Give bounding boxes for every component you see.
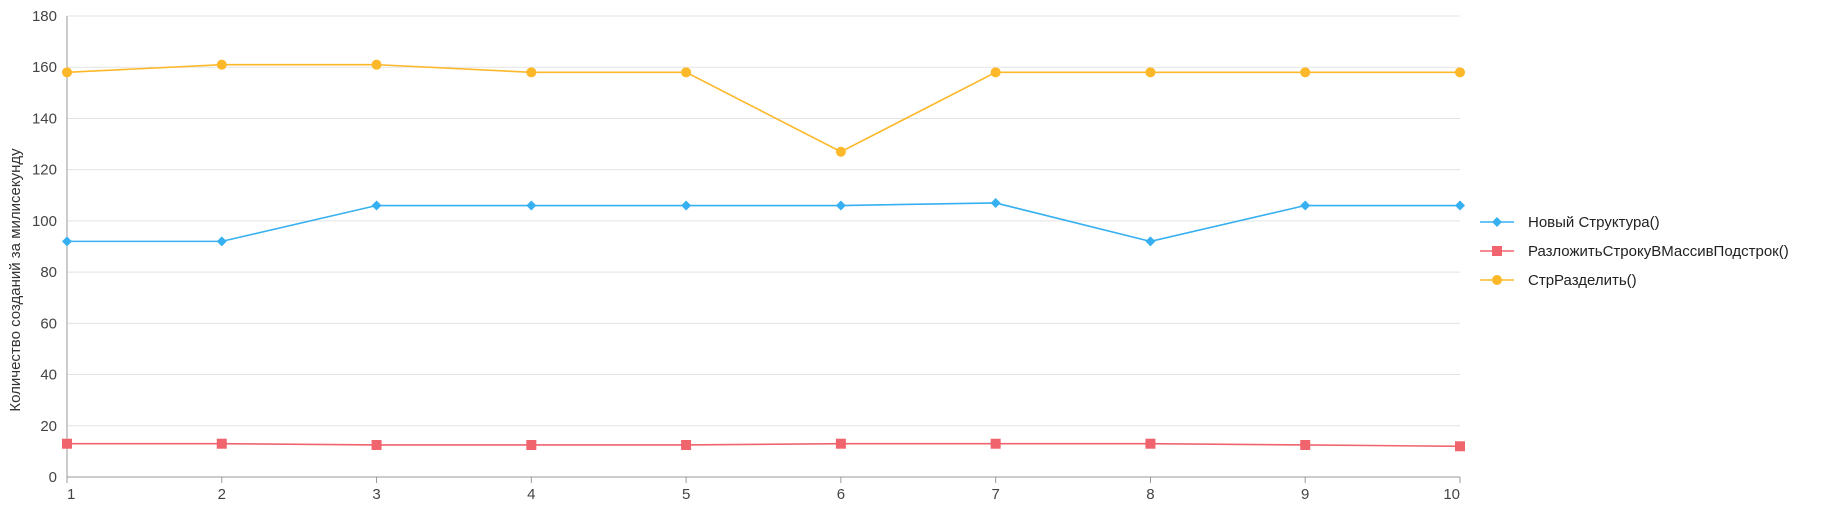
x-tick-label: 3: [372, 486, 380, 503]
y-tick-label: 160: [32, 59, 57, 76]
legend-label: СтрРазделить(): [1528, 272, 1637, 289]
legend-item[interactable]: РазложитьСтрокуВМассивПодстрок(): [1480, 243, 1789, 260]
x-tick-label: 9: [1301, 486, 1309, 503]
data-point: [62, 438, 72, 449]
x-tick-label: 4: [527, 486, 535, 503]
axes: [66, 16, 1461, 483]
series-group: [62, 59, 1465, 452]
series-line: [67, 202, 1460, 243]
y-tick-label: 100: [32, 213, 57, 230]
y-tick-label: 120: [32, 162, 57, 179]
data-point: [371, 200, 382, 211]
data-point: [1455, 200, 1465, 211]
y-tick-label: 140: [32, 110, 57, 127]
data-point: [526, 67, 537, 78]
data-point: [216, 438, 227, 449]
data-point: [990, 67, 1001, 78]
data-point: [1145, 438, 1156, 449]
series-3: [62, 59, 1465, 157]
legend-swatch-marker: [1492, 246, 1502, 256]
y-tick-label: 60: [40, 315, 57, 332]
data-point: [835, 146, 846, 157]
data-point: [62, 67, 72, 78]
x-tick-label: 2: [218, 486, 226, 503]
y-tick-label: 40: [40, 367, 57, 384]
legend-item[interactable]: Новый Структура(): [1480, 214, 1660, 231]
grid: [67, 15, 1460, 427]
y-tick-label: 80: [40, 264, 57, 281]
data-point: [990, 438, 1001, 449]
legend-item[interactable]: СтрРазделить(): [1480, 272, 1637, 289]
legend-label: Новый Структура(): [1528, 214, 1660, 231]
legend[interactable]: Новый Структура() РазложитьСтрокуВМассивП…: [1480, 214, 1789, 289]
legend-swatch-marker: [1492, 275, 1502, 285]
data-point: [990, 197, 1001, 208]
data-point: [371, 439, 382, 450]
data-point: [1145, 67, 1156, 78]
legend-swatch-marker: [1492, 217, 1502, 227]
data-point: [835, 438, 846, 449]
series-line: [66, 63, 1460, 153]
legend-label: РазложитьСтрокуВМассивПодстрок(): [1528, 243, 1789, 260]
x-tick-label: 7: [991, 486, 999, 503]
y-tick-labels: 0 20 40 60 80 100 120 140 160 180: [32, 8, 57, 486]
data-point: [681, 439, 692, 450]
x-tick-label: 1: [67, 486, 75, 503]
x-tick-labels: 1 2 3 4 5 6 7 8 9 10: [67, 486, 1460, 503]
data-point: [1300, 67, 1311, 78]
data-point: [216, 59, 227, 70]
y-tick-label: 0: [49, 469, 57, 486]
y-tick-label: 20: [40, 418, 57, 435]
data-point: [526, 439, 537, 450]
data-point: [1300, 439, 1311, 450]
data-point: [1300, 200, 1311, 211]
data-point: [835, 200, 846, 211]
data-point: [526, 200, 537, 211]
data-point: [1455, 67, 1465, 78]
y-tick-label: 180: [32, 8, 57, 25]
series-line: [67, 442, 1461, 448]
data-point: [216, 236, 227, 247]
data-point: [1145, 236, 1156, 247]
data-point: [62, 236, 72, 247]
data-point: [681, 200, 692, 211]
series-1: [62, 197, 1465, 247]
data-point: [681, 67, 692, 78]
x-tick-label: 5: [682, 486, 690, 503]
x-tick-label: 6: [837, 486, 845, 503]
data-point: [371, 59, 382, 70]
data-point: [1455, 441, 1465, 452]
y-axis-label: Количество созданий за милисекунду: [7, 148, 24, 412]
x-tick-label: 10: [1443, 486, 1460, 503]
x-tick-label: 8: [1146, 486, 1154, 503]
series-2: [62, 438, 1465, 452]
